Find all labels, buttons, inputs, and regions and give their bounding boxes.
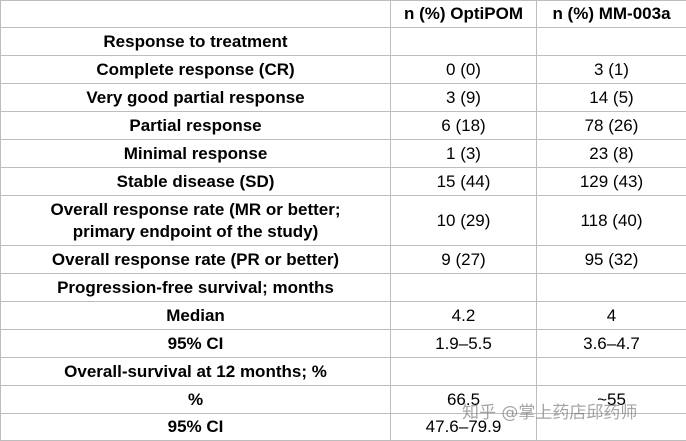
cell-optipom: 15 (44) (391, 168, 537, 196)
row-label: % (1, 386, 391, 414)
cell-mm003a: 23 (8) (537, 140, 686, 168)
table-row: 95% CI 47.6–79.9 (1, 414, 686, 441)
table-row: 95% CI 1.9–5.5 3.6–4.7 (1, 330, 686, 358)
table-row: Complete response (CR) 0 (0) 3 (1) (1, 56, 686, 84)
row-label: Complete response (CR) (1, 56, 391, 84)
cell-optipom: 66.5 (391, 386, 537, 414)
table-row: Minimal response 1 (3) 23 (8) (1, 140, 686, 168)
row-label: Very good partial response (1, 84, 391, 112)
cell-mm003a: ~55 (537, 386, 686, 414)
cell-optipom: 0 (0) (391, 56, 537, 84)
header-optipom: n (%) OptiPOM (391, 1, 537, 28)
row-label: Median (1, 302, 391, 330)
cell-optipom (391, 274, 537, 302)
table-row: % 66.5 ~55 (1, 386, 686, 414)
table-row: Stable disease (SD) 15 (44) 129 (43) (1, 168, 686, 196)
table-row: Overall-survival at 12 months; % (1, 358, 686, 386)
cell-mm003a: 4 (537, 302, 686, 330)
row-label: Overall-survival at 12 months; % (1, 358, 391, 386)
row-label: 95% CI (1, 330, 391, 358)
table-row: Partial response 6 (18) 78 (26) (1, 112, 686, 140)
cell-optipom: 3 (9) (391, 84, 537, 112)
cell-optipom: 1 (3) (391, 140, 537, 168)
cell-mm003a: 118 (40) (537, 196, 686, 246)
cell-optipom (391, 28, 537, 56)
cell-optipom: 47.6–79.9 (391, 414, 537, 441)
table-header-row: n (%) OptiPOM n (%) MM-003a (1, 1, 686, 28)
row-label-line: primary endpoint of the study) (73, 222, 319, 241)
table-row: Very good partial response 3 (9) 14 (5) (1, 84, 686, 112)
table-row: Overall response rate (MR or better; prim… (1, 196, 686, 246)
row-label: Response to treatment (1, 28, 391, 56)
table-row: Progression-free survival; months (1, 274, 686, 302)
cell-mm003a (537, 358, 686, 386)
cell-mm003a: 129 (43) (537, 168, 686, 196)
row-label: 95% CI (1, 414, 391, 441)
cell-mm003a (537, 274, 686, 302)
cell-mm003a: 14 (5) (537, 84, 686, 112)
row-label: Progression-free survival; months (1, 274, 391, 302)
row-label-line: Overall response rate (MR or better; (50, 200, 340, 219)
header-label-cell (1, 1, 391, 28)
cell-mm003a: 3.6–4.7 (537, 330, 686, 358)
cell-mm003a: 78 (26) (537, 112, 686, 140)
cell-optipom: 1.9–5.5 (391, 330, 537, 358)
cell-optipom: 9 (27) (391, 246, 537, 274)
header-mm003a: n (%) MM-003a (537, 1, 686, 28)
row-label: Overall response rate (MR or better; prim… (1, 196, 391, 246)
row-label: Partial response (1, 112, 391, 140)
row-label: Stable disease (SD) (1, 168, 391, 196)
cell-optipom: 10 (29) (391, 196, 537, 246)
cell-mm003a: 3 (1) (537, 56, 686, 84)
cell-optipom: 4.2 (391, 302, 537, 330)
cell-mm003a (537, 414, 686, 441)
cell-optipom: 6 (18) (391, 112, 537, 140)
cell-optipom (391, 358, 537, 386)
table-row: Median 4.2 4 (1, 302, 686, 330)
table-row: Response to treatment (1, 28, 686, 56)
cell-mm003a: 95 (32) (537, 246, 686, 274)
row-label: Minimal response (1, 140, 391, 168)
table-row: Overall response rate (PR or better) 9 (… (1, 246, 686, 274)
row-label: Overall response rate (PR or better) (1, 246, 391, 274)
cell-mm003a (537, 28, 686, 56)
